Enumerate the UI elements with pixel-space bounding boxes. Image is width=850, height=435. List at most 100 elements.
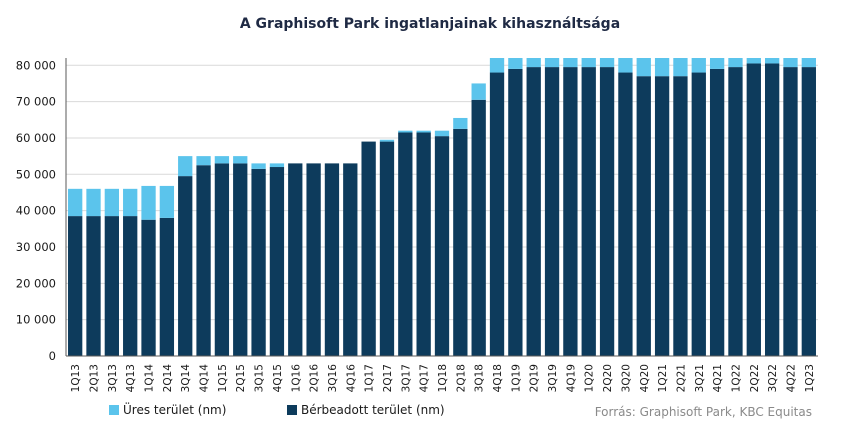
x-tick-label: 1Q17 (364, 364, 376, 392)
bar-vacant-2Q20 (599, 58, 615, 68)
bar-leased-3Q15 (251, 168, 266, 356)
x-tick-label: 3Q20 (620, 364, 632, 392)
bar-vacant-2Q21 (673, 58, 688, 77)
bar-leased-2Q13 (86, 216, 101, 356)
bar-leased-4Q19 (563, 67, 578, 357)
y-tick-label: 80 000 (16, 58, 56, 72)
bar-vacant-1Q21 (654, 58, 670, 77)
x-tick-label: 1Q15 (217, 364, 229, 392)
bar-vacant-2Q22 (746, 58, 761, 64)
chart-title: A Graphisoft Park ingatlanjainak kihaszn… (240, 16, 620, 32)
bar-vacant-3Q22 (764, 58, 780, 64)
bar-vacant-3Q15 (251, 163, 266, 169)
y-tick-label: 10 000 (16, 313, 56, 327)
x-axis-ticks: 1Q13 2Q13 3Q13 4Q13 1Q14 2Q14 3Q14 4Q14 1Q15 2Q15… (70, 364, 816, 393)
bar-vacant-3Q21 (691, 58, 706, 73)
bar-vacant-2Q14 (159, 185, 175, 218)
legend-label-vacant: Üres terület (nm) (123, 401, 226, 417)
bar-vacant-2Q15 (233, 156, 248, 164)
x-tick-label: 4Q20 (639, 364, 651, 392)
legend-swatch-vacant (109, 405, 119, 415)
bar-leased-4Q15 (269, 167, 285, 356)
bar-leased-2Q22 (746, 63, 761, 356)
bar-vacant-4Q13 (123, 188, 138, 217)
bar-leased-2Q17 (379, 141, 395, 356)
x-tick-label: 3Q13 (107, 364, 119, 392)
x-tick-label: 4Q22 (785, 364, 797, 392)
bar-vacant-4Q19 (563, 58, 578, 68)
y-tick-label: 40 000 (16, 204, 56, 218)
bar-leased-1Q18 (434, 136, 450, 356)
x-tick-label: 1Q14 (144, 364, 156, 393)
bar-leased-1Q23 (801, 67, 816, 357)
bar-leased-2Q16 (306, 163, 321, 356)
y-tick-label: 70 000 (16, 95, 56, 109)
bar-vacant-3Q19 (544, 58, 560, 68)
x-tick-label: 2Q20 (602, 364, 614, 392)
x-tick-label: 4Q21 (712, 364, 724, 392)
x-tick-label: 2Q21 (675, 364, 687, 392)
y-tick-label: 30 000 (16, 240, 56, 254)
bar-vacant-4Q15 (269, 163, 285, 168)
bar-vacant-4Q14 (196, 156, 211, 166)
bar-leased-3Q22 (764, 63, 780, 356)
bar-leased-4Q14 (196, 165, 211, 356)
bar-leased-3Q13 (104, 216, 120, 356)
x-tick-label: 4Q14 (199, 364, 211, 393)
bar-vacant-3Q14 (178, 156, 193, 177)
bar-leased-3Q20 (618, 72, 633, 356)
bar-leased-1Q17 (361, 141, 376, 356)
x-tick-label: 1Q20 (584, 364, 596, 392)
y-tick-label: 60 000 (16, 131, 56, 145)
legend-swatch-leased (287, 405, 297, 415)
bar-leased-2Q14 (159, 217, 175, 356)
bar-leased-3Q17 (398, 132, 413, 356)
x-tick-label: 2Q16 (309, 364, 321, 393)
bar-leased-4Q16 (343, 163, 358, 356)
bar-leased-4Q13 (123, 216, 138, 356)
x-tick-label: 4Q18 (492, 364, 504, 392)
x-tick-label: 2Q17 (382, 364, 394, 392)
x-tick-label: 3Q18 (474, 364, 486, 392)
bar-leased-1Q21 (654, 76, 670, 357)
bars (68, 58, 816, 357)
bar-vacant-3Q17 (398, 130, 413, 133)
x-tick-label: 1Q23 (804, 364, 816, 392)
bar-leased-2Q21 (673, 76, 688, 357)
bar-leased-4Q18 (489, 72, 505, 356)
bar-leased-1Q19 (508, 68, 523, 356)
bar-leased-1Q16 (288, 163, 303, 356)
axes (65, 58, 818, 357)
bar-leased-4Q22 (783, 67, 798, 357)
x-tick-label: 3Q15 (254, 364, 266, 392)
bar-leased-1Q22 (728, 67, 743, 357)
x-tick-label: 2Q13 (89, 364, 101, 392)
bar-leased-1Q13 (68, 216, 83, 356)
x-tick-label: 1Q19 (510, 364, 522, 392)
source-note: Forrás: Graphisoft Park, KBC Equitas (595, 405, 812, 419)
legend: Üres terület (nm) Bérbeadott terület (nm… (109, 401, 445, 417)
bar-vacant-1Q15 (214, 156, 230, 164)
bar-leased-1Q14 (141, 219, 156, 356)
x-tick-label: 2Q14 (162, 364, 174, 393)
bar-leased-2Q18 (453, 128, 468, 356)
x-tick-label: 1Q22 (730, 364, 742, 392)
x-tick-label: 4Q17 (419, 364, 431, 392)
x-tick-label: 2Q15 (235, 364, 247, 392)
bar-vacant-1Q23 (801, 58, 816, 68)
bar-leased-3Q18 (471, 99, 486, 356)
legend-label-leased: Bérbeadott terület (nm) (301, 403, 445, 417)
x-tick-label: 2Q18 (455, 364, 467, 392)
bar-vacant-2Q19 (526, 58, 541, 68)
bar-vacant-2Q18 (453, 117, 468, 129)
bar-vacant-2Q17 (379, 139, 395, 142)
x-tick-label: 3Q21 (694, 364, 706, 392)
x-tick-label: 4Q16 (345, 364, 357, 393)
x-tick-label: 1Q16 (290, 364, 302, 393)
y-axis-ticks: 0 10 000 20 000 30 000 40 000 50 000 60 000 70 … (16, 58, 56, 363)
y-tick-label: 0 (49, 349, 56, 363)
y-tick-label: 20 000 (16, 276, 56, 290)
x-tick-label: 1Q13 (70, 364, 82, 392)
x-tick-label: 1Q21 (657, 364, 669, 392)
